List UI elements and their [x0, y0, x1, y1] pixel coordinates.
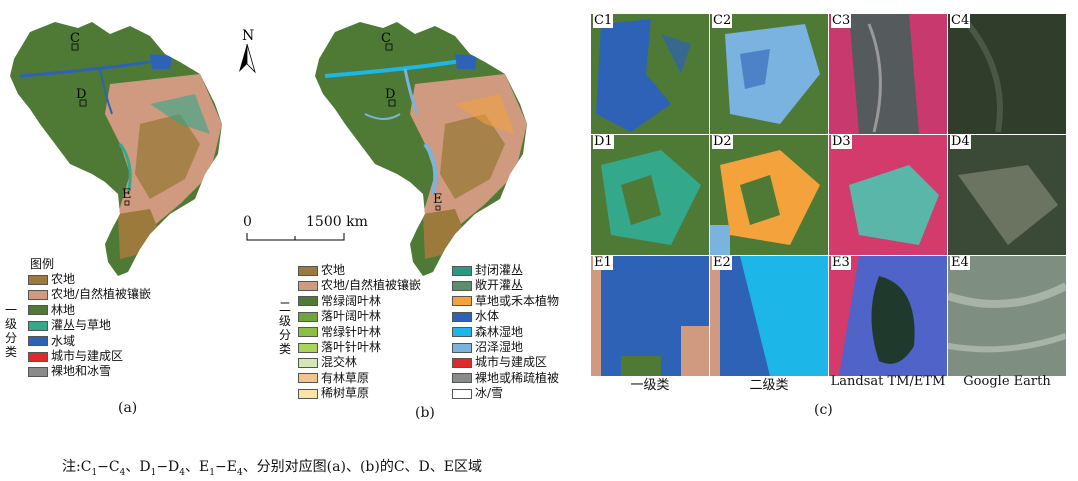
legend-item: 沼泽湿地 [452, 340, 559, 355]
tile-e4: E4 [948, 256, 1066, 376]
scale-label: 1500 km [306, 214, 368, 230]
legend-swatch [298, 265, 318, 276]
legend-swatch [452, 296, 472, 307]
legend-item: 混交林 [298, 355, 421, 370]
legend-b-col1: 农地 农地/自然植被镶嵌 常绿阔叶林 落叶阔叶林 常绿针叶林 落叶针叶林 混交林… [298, 263, 421, 402]
legend-item: 农地/自然植被镶嵌 [298, 278, 421, 293]
marker-d-b: D [385, 87, 395, 102]
legend-swatch [452, 327, 472, 338]
legend-swatch [28, 305, 48, 316]
column-caption: Google Earth [963, 374, 1051, 389]
scale-bar [246, 233, 345, 241]
legend-swatch [298, 281, 318, 292]
legend-item: 裸地和冰雪 [28, 364, 151, 379]
legend-item: 农地 [28, 272, 151, 287]
legend-swatch [298, 327, 318, 338]
legend-item: 农地 [298, 263, 421, 278]
legend-b-col2: 封闭灌丛 敞开灌丛 草地或禾本植物 水体 森林湿地 沼泽湿地 城市与建成区 裸地… [452, 263, 559, 402]
tile-e2: E2 [710, 256, 828, 376]
legend-item: 水体 [452, 309, 559, 324]
legend-item: 冰/雪 [452, 386, 559, 401]
legend-a: 农地 农地/自然植被镶嵌 林地 灌丛与草地 水域 城市与建成区 裸地和冰雪 [28, 272, 151, 380]
panel-label-a: (a) [118, 400, 138, 416]
scale-zero: 0 [243, 214, 252, 230]
legend-item: 稀树草原 [298, 386, 421, 401]
legend-swatch [298, 388, 318, 399]
legend-swatch [452, 265, 472, 276]
legend-b-side-label: 二 级 分 类 [278, 300, 291, 356]
legend-swatch [452, 281, 472, 292]
tile-d2: D2 [710, 135, 828, 255]
legend-swatch [452, 388, 472, 399]
legend-swatch [452, 311, 472, 322]
legend-item: 裸地或稀疏植被 [452, 371, 559, 386]
legend-swatch [452, 373, 472, 384]
legend-swatch [298, 358, 318, 369]
legend-item: 城市与建成区 [28, 349, 151, 364]
legend-item: 城市与建成区 [452, 355, 559, 370]
map-b-brazil-level2: C D E [315, 22, 527, 276]
north-arrow-icon: N [239, 28, 256, 74]
legend-swatch [28, 290, 48, 301]
tile-e1: E1 [591, 256, 709, 376]
tile-c2: C2 [710, 14, 828, 134]
marker-e-b: E [433, 192, 443, 207]
legend-swatch [452, 358, 472, 369]
comparison-tile-grid: C1 C2 C3 C4 D1 D2 D3 D4 E1 E2 E3 [591, 14, 1066, 376]
tile-d3: D3 [829, 135, 947, 255]
legend-swatch [452, 342, 472, 353]
tile-c1: C1 [591, 14, 709, 134]
legend-item: 封闭灌丛 [452, 263, 559, 278]
tile-d4: D4 [948, 135, 1066, 255]
legend-swatch [298, 296, 318, 307]
svg-text:N: N [242, 28, 254, 44]
legend-item: 落叶阔叶林 [298, 309, 421, 324]
marker-c-a: C [70, 31, 80, 46]
legend-swatch [28, 320, 48, 331]
legend-a-title: 图例 [30, 257, 55, 271]
tile-d1: D1 [591, 135, 709, 255]
legend-swatch [298, 311, 318, 322]
legend-item: 落叶针叶林 [298, 340, 421, 355]
marker-d-a: D [76, 87, 86, 102]
legend-item: 林地 [28, 303, 151, 318]
tile-c3: C3 [829, 14, 947, 134]
legend-item: 敞开灌丛 [452, 278, 559, 293]
legend-item: 常绿阔叶林 [298, 294, 421, 309]
legend-item: 农地/自然植被镶嵌 [28, 287, 151, 302]
legend-item: 水域 [28, 334, 151, 349]
legend-item: 森林湿地 [452, 325, 559, 340]
marker-c-b: C [381, 31, 391, 46]
tile-e3: E3 [829, 256, 947, 376]
figure-note: 注:C1−C4、D1−D4、E1−E4、分别对应图(a)、(b)的C、D、E区域 [62, 459, 482, 478]
legend-swatch [28, 351, 48, 362]
column-caption: 一级类 [630, 378, 670, 393]
panel-label-b: (b) [415, 405, 435, 421]
legend-swatch [298, 342, 318, 353]
legend-item: 草地或禾本植物 [452, 294, 559, 309]
panel-label-c: (c) [814, 402, 833, 418]
legend-swatch [28, 336, 48, 347]
legend-item: 常绿针叶林 [298, 325, 421, 340]
legend-item: 灌丛与草地 [28, 318, 151, 333]
marker-e-a: E [122, 187, 132, 202]
tile-c4: C4 [948, 14, 1066, 134]
column-caption: 二级类 [749, 378, 789, 393]
legend-swatch [298, 373, 318, 384]
column-caption: Landsat TM/ETM [830, 374, 946, 389]
legend-swatch [28, 367, 48, 378]
legend-a-side-label: 一 级 分 类 [4, 303, 17, 359]
legend-item: 有林草原 [298, 371, 421, 386]
map-a-brazil-level1: C D E [10, 22, 222, 276]
legend-swatch [28, 274, 48, 285]
